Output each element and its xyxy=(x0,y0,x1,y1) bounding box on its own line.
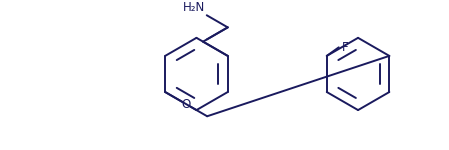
Text: H₂N: H₂N xyxy=(183,1,205,14)
Text: F: F xyxy=(342,41,348,54)
Text: O: O xyxy=(181,98,191,111)
